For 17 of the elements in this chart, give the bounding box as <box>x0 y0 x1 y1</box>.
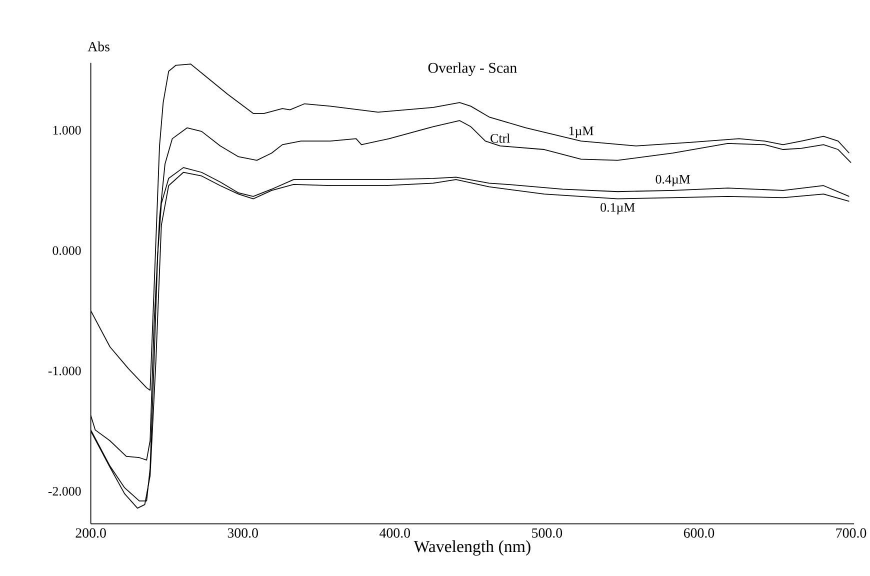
y-tick-label: -2.000 <box>48 487 81 496</box>
x-tick-label: 700.0 <box>836 528 866 538</box>
x-tick-label: 500.0 <box>532 528 562 538</box>
y-tick-label: 1.000 <box>53 126 81 135</box>
x-tick-label: 300.0 <box>228 528 258 538</box>
x-tick-label: 200.0 <box>76 528 106 538</box>
series-label: 0.4µM <box>656 175 690 186</box>
series-label: 1µM <box>569 126 594 138</box>
y-tick-label: -1.000 <box>48 366 81 376</box>
x-tick-label: 400.0 <box>380 528 410 538</box>
series-label: Ctrl <box>490 134 510 143</box>
series-label: 0.1µM <box>600 203 635 215</box>
y-axis-title: Abs <box>88 42 110 52</box>
y-tick-label: 0.000 <box>52 246 81 256</box>
x-tick-label: 600.0 <box>684 528 714 538</box>
chart-title: Overlay - Scan <box>428 62 517 76</box>
x-axis-title: Wavelength (nm) <box>414 540 530 556</box>
